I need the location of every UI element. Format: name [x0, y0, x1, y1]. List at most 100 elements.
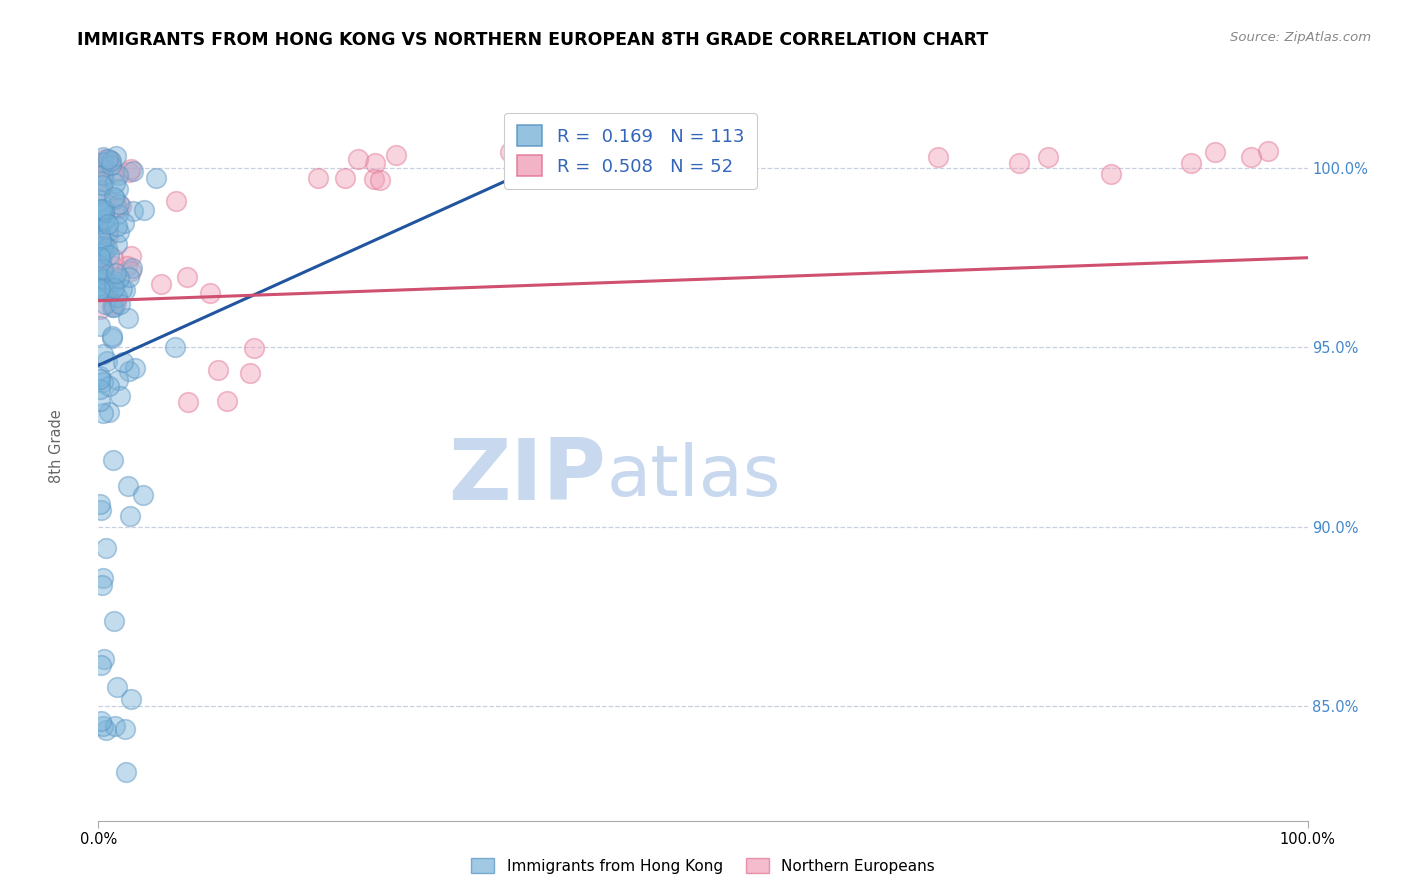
Point: [90, 657, 112, 672]
Point: [93, 284, 115, 298]
Point: [105, 219, 128, 233]
Point: [91, 375, 114, 389]
Point: [105, 202, 128, 216]
Point: [91, 718, 114, 732]
Point: [103, 277, 125, 291]
Point: [101, 258, 124, 272]
Point: [91, 271, 114, 285]
Point: [97, 224, 120, 238]
Point: [97, 152, 120, 166]
Point: [96, 191, 118, 205]
Point: [90, 169, 112, 183]
Point: [103, 275, 125, 289]
Point: [107, 168, 129, 182]
Point: [98, 153, 121, 167]
Point: [93, 204, 115, 219]
Point: [100, 277, 122, 291]
Point: [105, 266, 128, 280]
Point: [90, 578, 112, 592]
Point: [91, 178, 114, 192]
Point: [100, 153, 122, 168]
Point: [93, 203, 115, 218]
Point: [103, 614, 125, 628]
Point: [122, 203, 145, 218]
Point: [100, 158, 122, 172]
Point: [107, 182, 129, 196]
Point: [101, 329, 124, 343]
Point: [98, 277, 121, 291]
Point: [165, 339, 187, 353]
Point: [347, 152, 370, 166]
Point: [89, 171, 111, 186]
Point: [104, 192, 127, 206]
Point: [96, 354, 118, 368]
Point: [89, 194, 111, 208]
Point: [120, 162, 142, 177]
Point: [112, 355, 135, 369]
Point: [91, 571, 114, 585]
Point: [103, 300, 125, 314]
Point: [90, 239, 112, 253]
Point: [91, 150, 114, 164]
Text: 8th Grade: 8th Grade: [49, 409, 63, 483]
Point: [94, 211, 117, 226]
Point: [89, 393, 111, 408]
Point: [93, 174, 115, 188]
Point: [98, 158, 121, 172]
Point: [89, 183, 111, 197]
Point: [110, 297, 132, 311]
Point: [108, 196, 131, 211]
Point: [124, 361, 146, 376]
Point: [89, 282, 111, 296]
Point: [132, 202, 155, 217]
Point: [91, 155, 114, 169]
Point: [97, 218, 120, 232]
Point: [105, 296, 128, 310]
Point: [120, 264, 142, 278]
Point: [364, 155, 387, 169]
Point: [94, 541, 117, 556]
Point: [368, 172, 391, 186]
Point: [96, 241, 118, 255]
Point: [89, 246, 111, 260]
Point: [101, 453, 124, 467]
Point: [93, 212, 115, 227]
Point: [101, 251, 124, 265]
Point: [120, 691, 142, 706]
Legend: R =  0.169   N = 113, R =  0.508   N = 52: R = 0.169 N = 113, R = 0.508 N = 52: [505, 113, 756, 189]
Point: [97, 229, 120, 244]
Point: [114, 283, 136, 297]
Point: [363, 172, 385, 186]
Point: [96, 269, 118, 284]
Text: atlas: atlas: [606, 442, 780, 511]
Point: [93, 239, 115, 253]
Point: [101, 331, 124, 345]
Point: [110, 199, 132, 213]
Point: [120, 249, 142, 263]
Point: [94, 152, 117, 166]
Point: [1240, 150, 1263, 164]
Point: [114, 722, 136, 736]
Point: [104, 177, 127, 191]
Point: [98, 405, 121, 419]
Point: [91, 262, 114, 277]
Point: [89, 202, 111, 217]
Point: [112, 216, 135, 230]
Point: [115, 259, 138, 273]
Point: [132, 488, 155, 502]
Point: [243, 341, 266, 355]
Point: [93, 281, 115, 295]
Point: [89, 227, 111, 241]
Point: [1204, 145, 1226, 159]
Point: [927, 150, 949, 164]
Text: IMMIGRANTS FROM HONG KONG VS NORTHERN EUROPEAN 8TH GRADE CORRELATION CHART: IMMIGRANTS FROM HONG KONG VS NORTHERN EU…: [77, 31, 988, 49]
Point: [307, 171, 329, 186]
Point: [89, 369, 111, 384]
Point: [105, 680, 128, 694]
Point: [90, 271, 112, 285]
Point: [89, 497, 111, 511]
Point: [89, 302, 111, 317]
Point: [89, 382, 111, 396]
Point: [118, 364, 141, 378]
Point: [1099, 167, 1122, 181]
